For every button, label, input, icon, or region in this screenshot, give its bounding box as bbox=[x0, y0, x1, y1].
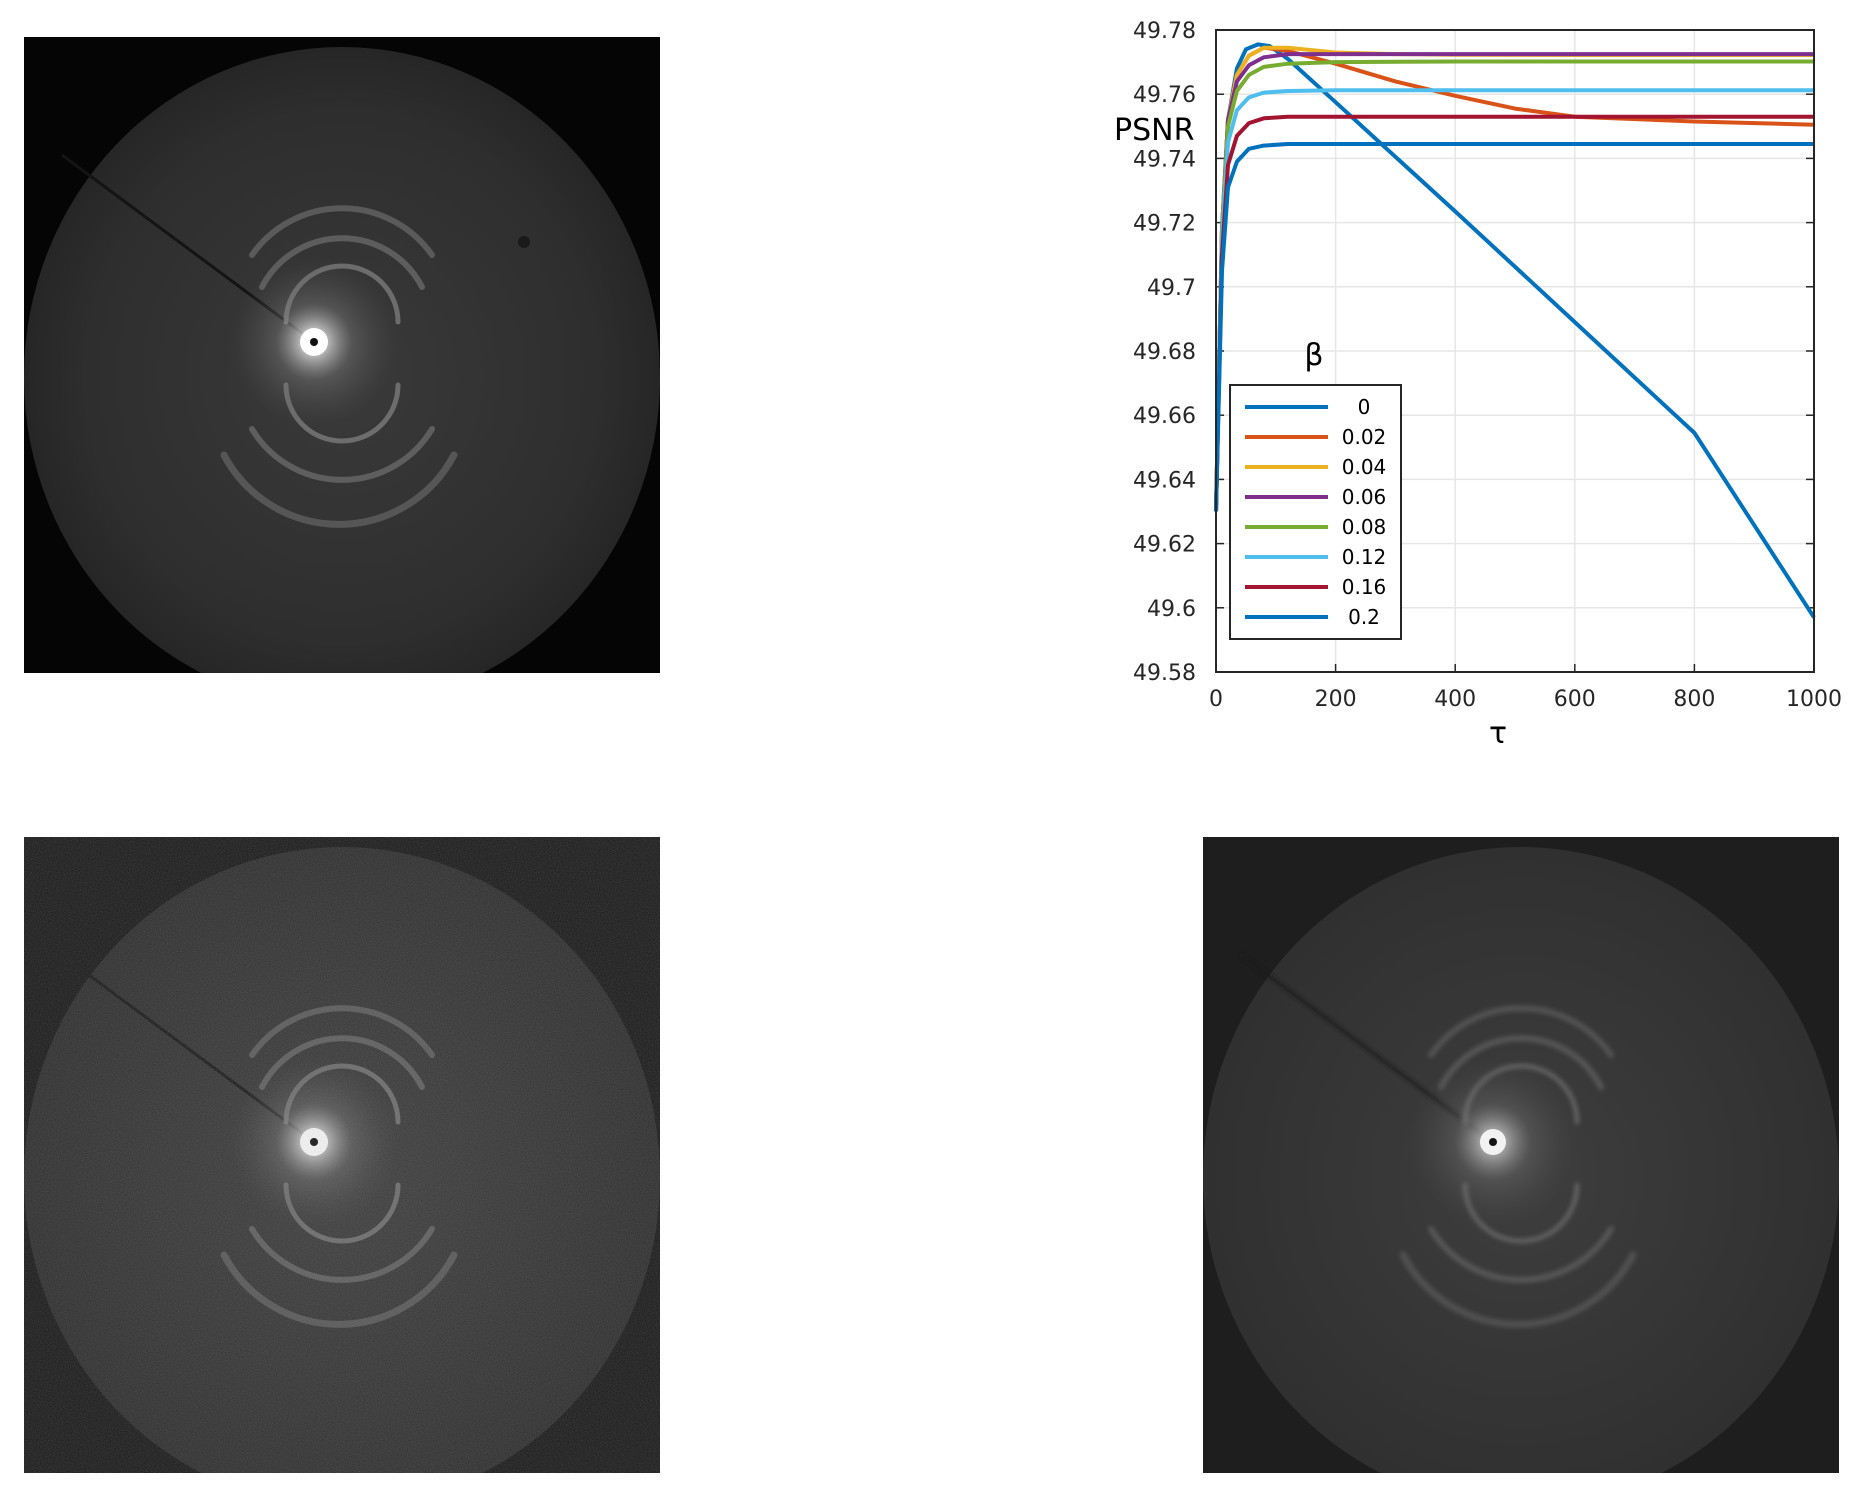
noise-overlay bbox=[24, 837, 660, 1473]
diffraction-image-bottom-right bbox=[1203, 837, 1839, 1473]
noisy-diffraction-pattern bbox=[24, 837, 660, 1473]
legend-title: β bbox=[1304, 338, 1323, 373]
beam-center bbox=[1489, 1138, 1497, 1146]
legend-label: 0.04 bbox=[1342, 455, 1387, 479]
x-tick-label: 400 bbox=[1434, 687, 1476, 712]
x-axis-label: τ bbox=[1489, 716, 1507, 751]
y-axis-label: PSNR bbox=[1114, 113, 1194, 148]
legend-label: 0.06 bbox=[1342, 485, 1387, 509]
psnr-chart-svg: 0 200 400 600 800 1000 49.58 49.6 49.62 49.64 49.6… bbox=[1114, 19, 1842, 751]
beam-center bbox=[310, 338, 318, 346]
y-tick-label: 49.76 bbox=[1133, 83, 1196, 108]
y-tick-label: 49.62 bbox=[1133, 533, 1196, 558]
legend-label: 0.08 bbox=[1342, 515, 1387, 539]
legend-label: 0.16 bbox=[1342, 575, 1387, 599]
denoised-diffraction-pattern bbox=[1203, 837, 1839, 1473]
legend-label: 0.2 bbox=[1348, 605, 1380, 629]
plot-frame bbox=[1215, 29, 1815, 673]
x-tick-label: 800 bbox=[1673, 687, 1715, 712]
legend-label: 0 bbox=[1358, 395, 1371, 419]
y-tick-label: 49.72 bbox=[1133, 212, 1196, 237]
y-tick-label: 49.68 bbox=[1133, 340, 1196, 365]
x-tick-label: 1000 bbox=[1786, 687, 1842, 712]
diffraction-image-top-left bbox=[24, 37, 660, 673]
y-tick-label: 49.64 bbox=[1133, 468, 1196, 493]
x-tick-label: 0 bbox=[1209, 687, 1223, 712]
legend-box bbox=[1229, 384, 1402, 640]
diffraction-rings bbox=[1399, 1005, 1637, 1328]
legend-label: 0.02 bbox=[1342, 425, 1387, 449]
legend-label: 0.12 bbox=[1342, 545, 1387, 569]
y-tick-label: 49.58 bbox=[1133, 661, 1196, 686]
y-tick-label: 49.74 bbox=[1133, 147, 1196, 172]
psnr-chart: 0 200 400 600 800 1000 49.58 49.6 49.62 49.64 49.6… bbox=[1100, 0, 1859, 760]
x-tick-label: 200 bbox=[1315, 687, 1357, 712]
diffraction-image-bottom-left bbox=[24, 837, 660, 1473]
series-line-7 bbox=[1214, 142, 1814, 512]
y-tick-label: 49.6 bbox=[1147, 597, 1196, 622]
y-tick-label: 49.78 bbox=[1133, 19, 1196, 44]
diffraction-pattern bbox=[24, 37, 660, 673]
x-tick-label: 600 bbox=[1554, 687, 1596, 712]
y-tick-label: 49.7 bbox=[1147, 276, 1196, 301]
legend: 0 0.02 0.04 0.06 0.08 0.12 0.16 0.2 bbox=[1229, 384, 1402, 640]
y-tick-label: 49.66 bbox=[1133, 404, 1196, 429]
